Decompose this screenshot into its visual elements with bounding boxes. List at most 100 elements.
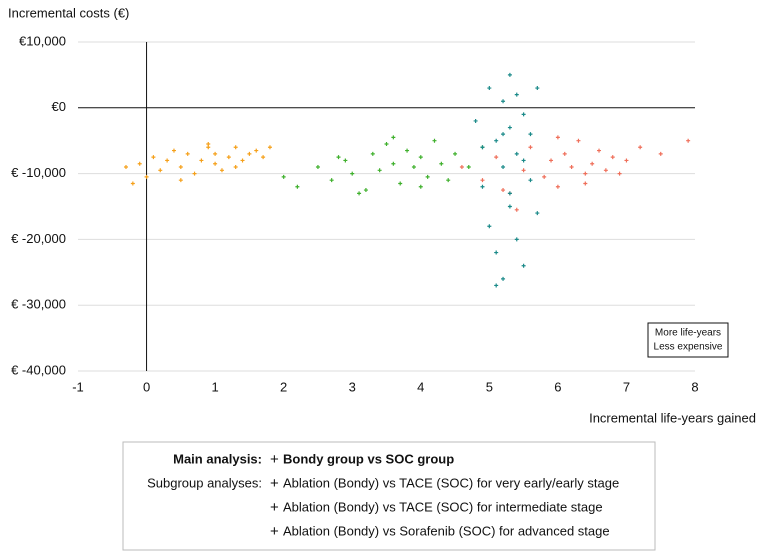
point (480, 184, 485, 189)
x-tick-label: 1 (211, 379, 218, 394)
point (528, 132, 533, 137)
point (583, 171, 588, 176)
annotation-box (647, 322, 729, 358)
point (617, 171, 622, 176)
point (295, 184, 300, 189)
point (185, 151, 190, 156)
point (494, 138, 499, 143)
point (528, 178, 533, 183)
point (137, 161, 142, 166)
point (206, 141, 211, 146)
point (439, 161, 444, 166)
point (226, 155, 231, 160)
point (459, 165, 464, 170)
point (165, 158, 170, 163)
point (144, 174, 149, 179)
point (521, 158, 526, 163)
point (521, 112, 526, 117)
point (357, 191, 362, 196)
point (411, 165, 416, 170)
point (315, 165, 320, 170)
point (521, 168, 526, 173)
point (542, 174, 547, 179)
point (514, 207, 519, 212)
x-tick-label: 3 (349, 379, 356, 394)
point (329, 178, 334, 183)
point (350, 171, 355, 176)
point (549, 158, 554, 163)
x-tick-label: 0 (143, 379, 150, 394)
point (480, 178, 485, 183)
y-tick-label: €0 (52, 99, 66, 114)
point (569, 165, 574, 170)
point (405, 148, 410, 153)
point (494, 250, 499, 255)
point (158, 168, 163, 173)
point (514, 92, 519, 97)
point (501, 276, 506, 281)
point (446, 178, 451, 183)
y-tick-label: € -30,000 (11, 297, 66, 312)
point (507, 125, 512, 130)
point (391, 135, 396, 140)
x-tick-label: -1 (72, 379, 84, 394)
legend-label: Ablation (Bondy) vs TACE (SOC) for inter… (283, 499, 603, 514)
point (535, 211, 540, 216)
legend-marker: + (270, 499, 279, 516)
point (254, 148, 259, 153)
point (480, 145, 485, 150)
point (247, 151, 252, 156)
point (151, 155, 156, 160)
point (453, 151, 458, 156)
point (501, 99, 506, 104)
point (658, 151, 663, 156)
point (514, 237, 519, 242)
point (219, 168, 224, 173)
x-axis-title: Incremental life-years gained (589, 410, 756, 425)
point (192, 171, 197, 176)
legend-marker: + (270, 523, 279, 540)
point (261, 155, 266, 160)
point (213, 151, 218, 156)
point (590, 161, 595, 166)
point (583, 181, 588, 186)
y-tick-label: € -40,000 (11, 362, 66, 377)
point (501, 188, 506, 193)
point (130, 181, 135, 186)
point (398, 181, 403, 186)
point (336, 155, 341, 160)
point (638, 145, 643, 150)
point (528, 145, 533, 150)
y-tick-label: € -20,000 (11, 231, 66, 246)
x-tick-label: 8 (691, 379, 698, 394)
annotation: More life-years (655, 328, 721, 339)
x-tick-label: 7 (623, 379, 630, 394)
point (281, 174, 286, 179)
point (603, 168, 608, 173)
point (123, 165, 128, 170)
point (487, 86, 492, 91)
point (267, 145, 272, 150)
point (171, 148, 176, 153)
point (521, 263, 526, 268)
point (466, 165, 471, 170)
y-tick-label: €10,000 (19, 33, 66, 48)
legend-marker: + (270, 475, 279, 492)
point (501, 132, 506, 137)
point (576, 138, 581, 143)
point (501, 165, 506, 170)
legend-box (122, 441, 656, 551)
y-axis-title: Incremental costs (€) (8, 5, 129, 20)
legend-label: Ablation (Bondy) vs Sorafenib (SOC) for … (283, 523, 610, 538)
point (494, 155, 499, 160)
point (370, 151, 375, 156)
legend-marker: + (270, 451, 279, 468)
point (507, 72, 512, 77)
point (624, 158, 629, 163)
point (610, 155, 615, 160)
point (425, 174, 430, 179)
point (432, 138, 437, 143)
point (555, 184, 560, 189)
point (597, 148, 602, 153)
